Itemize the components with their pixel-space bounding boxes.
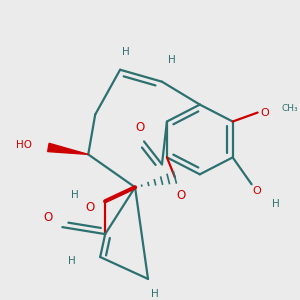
Text: HO: HO (16, 140, 32, 150)
Text: H: H (272, 199, 279, 209)
Text: O: O (176, 189, 185, 202)
Text: H: H (168, 55, 176, 65)
Text: H: H (71, 190, 79, 200)
Text: CH₃: CH₃ (281, 104, 298, 113)
Polygon shape (48, 143, 88, 155)
Text: H: H (151, 289, 159, 299)
Text: O: O (44, 211, 53, 224)
Text: O: O (85, 201, 95, 214)
Text: H: H (68, 256, 76, 266)
Text: H: H (122, 47, 130, 57)
Text: O: O (135, 121, 145, 134)
Text: O: O (260, 108, 269, 118)
Text: O: O (252, 186, 261, 196)
